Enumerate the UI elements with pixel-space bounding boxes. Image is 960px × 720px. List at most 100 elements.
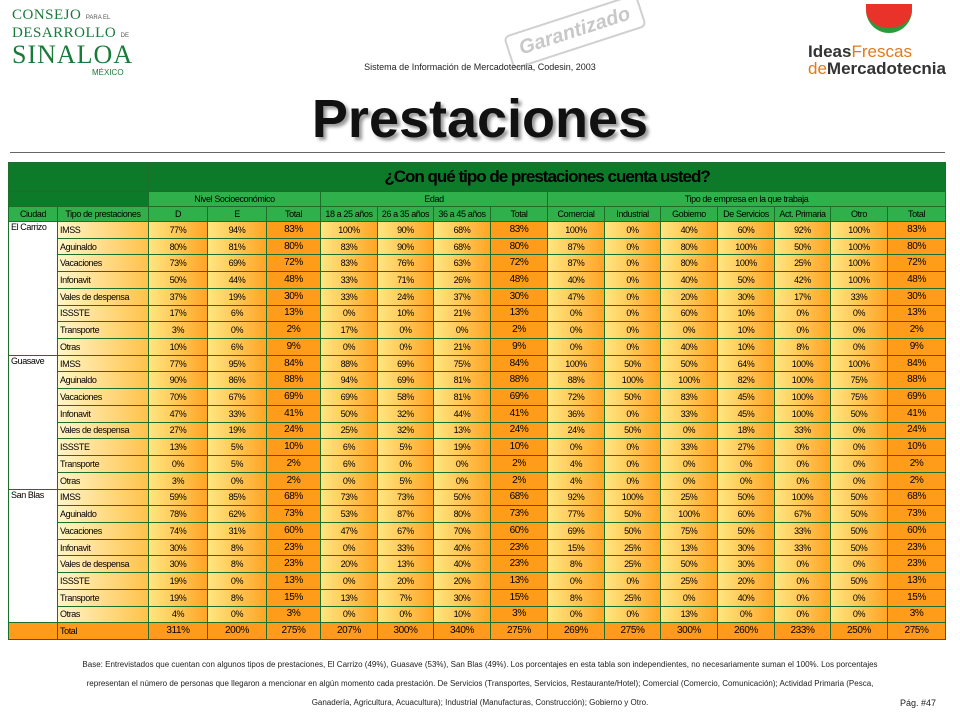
cell: 71% [378, 272, 433, 288]
logo-text: DE [120, 33, 129, 39]
cell: 100% [775, 405, 830, 422]
cell: 0% [548, 606, 604, 623]
column-header: Total [491, 207, 547, 221]
cell: 24% [548, 422, 604, 439]
cell: 275% [267, 623, 320, 639]
cell: 42% [775, 272, 830, 288]
cell: 100% [718, 255, 774, 272]
row-label: Infonavit [58, 405, 148, 422]
cell: 0% [434, 472, 490, 489]
data-row: Infonavit 30% 8% 23% 0% 33% 40% 23% 15% 25% 13% 30%… [9, 539, 946, 556]
cell: 19% [149, 589, 207, 606]
divider [10, 152, 945, 153]
cell: 5% [208, 456, 266, 472]
cell: 81% [434, 372, 490, 389]
cell: 70% [434, 522, 490, 539]
cell: 3% [888, 606, 946, 623]
cell: 40% [548, 272, 604, 288]
cell: 0% [378, 606, 433, 623]
cell: 40% [661, 339, 717, 355]
cell: 3% [491, 606, 547, 623]
data-row: San Blas IMSS 59% 85% 68% 73% 73% 50% 68% 92% 100%… [9, 489, 946, 623]
row-label: Otras [58, 339, 148, 355]
cell: 69% [378, 355, 433, 372]
cell: 0% [548, 573, 604, 589]
cell: 69% [548, 522, 604, 539]
cell: 20% [378, 573, 433, 589]
cell: 76% [378, 255, 433, 272]
cell: 30% [434, 589, 490, 606]
cell: 73% [378, 489, 433, 506]
cell: 13% [888, 573, 946, 589]
cell: 100% [831, 222, 887, 238]
cell: 23% [888, 556, 946, 573]
cell: 10% [378, 305, 433, 322]
cell: 100% [831, 238, 887, 255]
cell: 24% [267, 422, 320, 439]
cell: 24% [888, 422, 946, 439]
cell: 2% [888, 456, 946, 472]
cell: 0% [605, 305, 660, 322]
cell: 311% [149, 623, 207, 639]
cell: 207% [321, 623, 377, 639]
cell: 13% [267, 573, 320, 589]
row-label: Vales de despensa [58, 288, 148, 305]
cell: 85% [208, 489, 266, 506]
cell: 0% [831, 422, 887, 439]
cell: 15% [267, 589, 320, 606]
cell: 48% [267, 272, 320, 288]
cell: 50% [321, 405, 377, 422]
cell: 33% [661, 439, 717, 456]
cell: 2% [491, 472, 547, 489]
row-label: IMSS [58, 222, 148, 238]
cell: 7% [378, 589, 433, 606]
cell: 2% [491, 456, 547, 472]
data-row: Aguinaldo 80% 81% 80% 83% 90% 68% 80% 87% 0% 80% 10… [9, 238, 946, 255]
data-row: ISSSTE 13% 5% 10% 6% 5% 19% 10% 0% 0% 33% 27% 0% 0% 10… [9, 439, 946, 456]
row-label: Vacaciones [58, 389, 148, 405]
data-row: Aguinaldo 78% 62% 73% 53% 87% 80% 73% 77% 50% 100%… [9, 506, 946, 522]
cell: 0% [208, 606, 266, 623]
data-row: Otras 3% 0% 2% 0% 5% 0% 2% 4% 0% 0% 0% 0% 0% 2% [9, 472, 946, 489]
cell: 275% [888, 623, 946, 639]
cell: 100% [775, 372, 830, 389]
question-row: ¿Con qué tipo de prestaciones cuenta ust… [9, 163, 946, 191]
cell: 94% [208, 222, 266, 238]
cell: 69% [378, 372, 433, 389]
cell: 100% [718, 238, 774, 255]
cell: 0% [321, 339, 377, 355]
data-row: Infonavit 50% 44% 48% 33% 71% 26% 48% 40% 0% 40% 50… [9, 272, 946, 288]
logo-text: Mercadotecnia [826, 59, 946, 78]
cell: 68% [267, 489, 320, 506]
cell: 100% [831, 355, 887, 372]
cell: 300% [378, 623, 433, 639]
cell: 62% [208, 506, 266, 522]
cell: 81% [208, 238, 266, 255]
cell: 80% [661, 238, 717, 255]
cell: 13% [491, 305, 547, 322]
logo-icon [866, 4, 912, 33]
cell: 50% [831, 573, 887, 589]
column-header: Act. Primaria [775, 207, 830, 221]
data-row: Transporte 0% 5% 2% 6% 0% 0% 2% 4% 0% 0% 0% 0% 0% 2% [9, 456, 946, 472]
logo-text: Ideas [808, 42, 852, 61]
cell: 48% [491, 272, 547, 288]
subtitle: Sistema de Información de Mercadotecnia,… [364, 62, 596, 72]
cell: 8% [548, 556, 604, 573]
cell: 30% [267, 288, 320, 305]
cell: 80% [661, 255, 717, 272]
cell: 0% [605, 255, 660, 272]
cell: 75% [831, 372, 887, 389]
cell: 25% [661, 573, 717, 589]
cell: 90% [149, 372, 207, 389]
cell: 80% [149, 238, 207, 255]
row-label: Transporte [58, 322, 148, 339]
cell: 23% [491, 539, 547, 556]
cell: 60% [888, 522, 946, 539]
footnote: Base: Entrevistados que cuentan con algu… [20, 655, 940, 712]
row-label: Vales de despensa [58, 422, 148, 439]
cell: 88% [321, 355, 377, 372]
data-row: El Carrizo IMSS 77% 94% 83% 100% 90% 68% 83% 100%… [9, 222, 946, 355]
cell: 33% [321, 288, 377, 305]
logo-text: de [808, 59, 827, 78]
